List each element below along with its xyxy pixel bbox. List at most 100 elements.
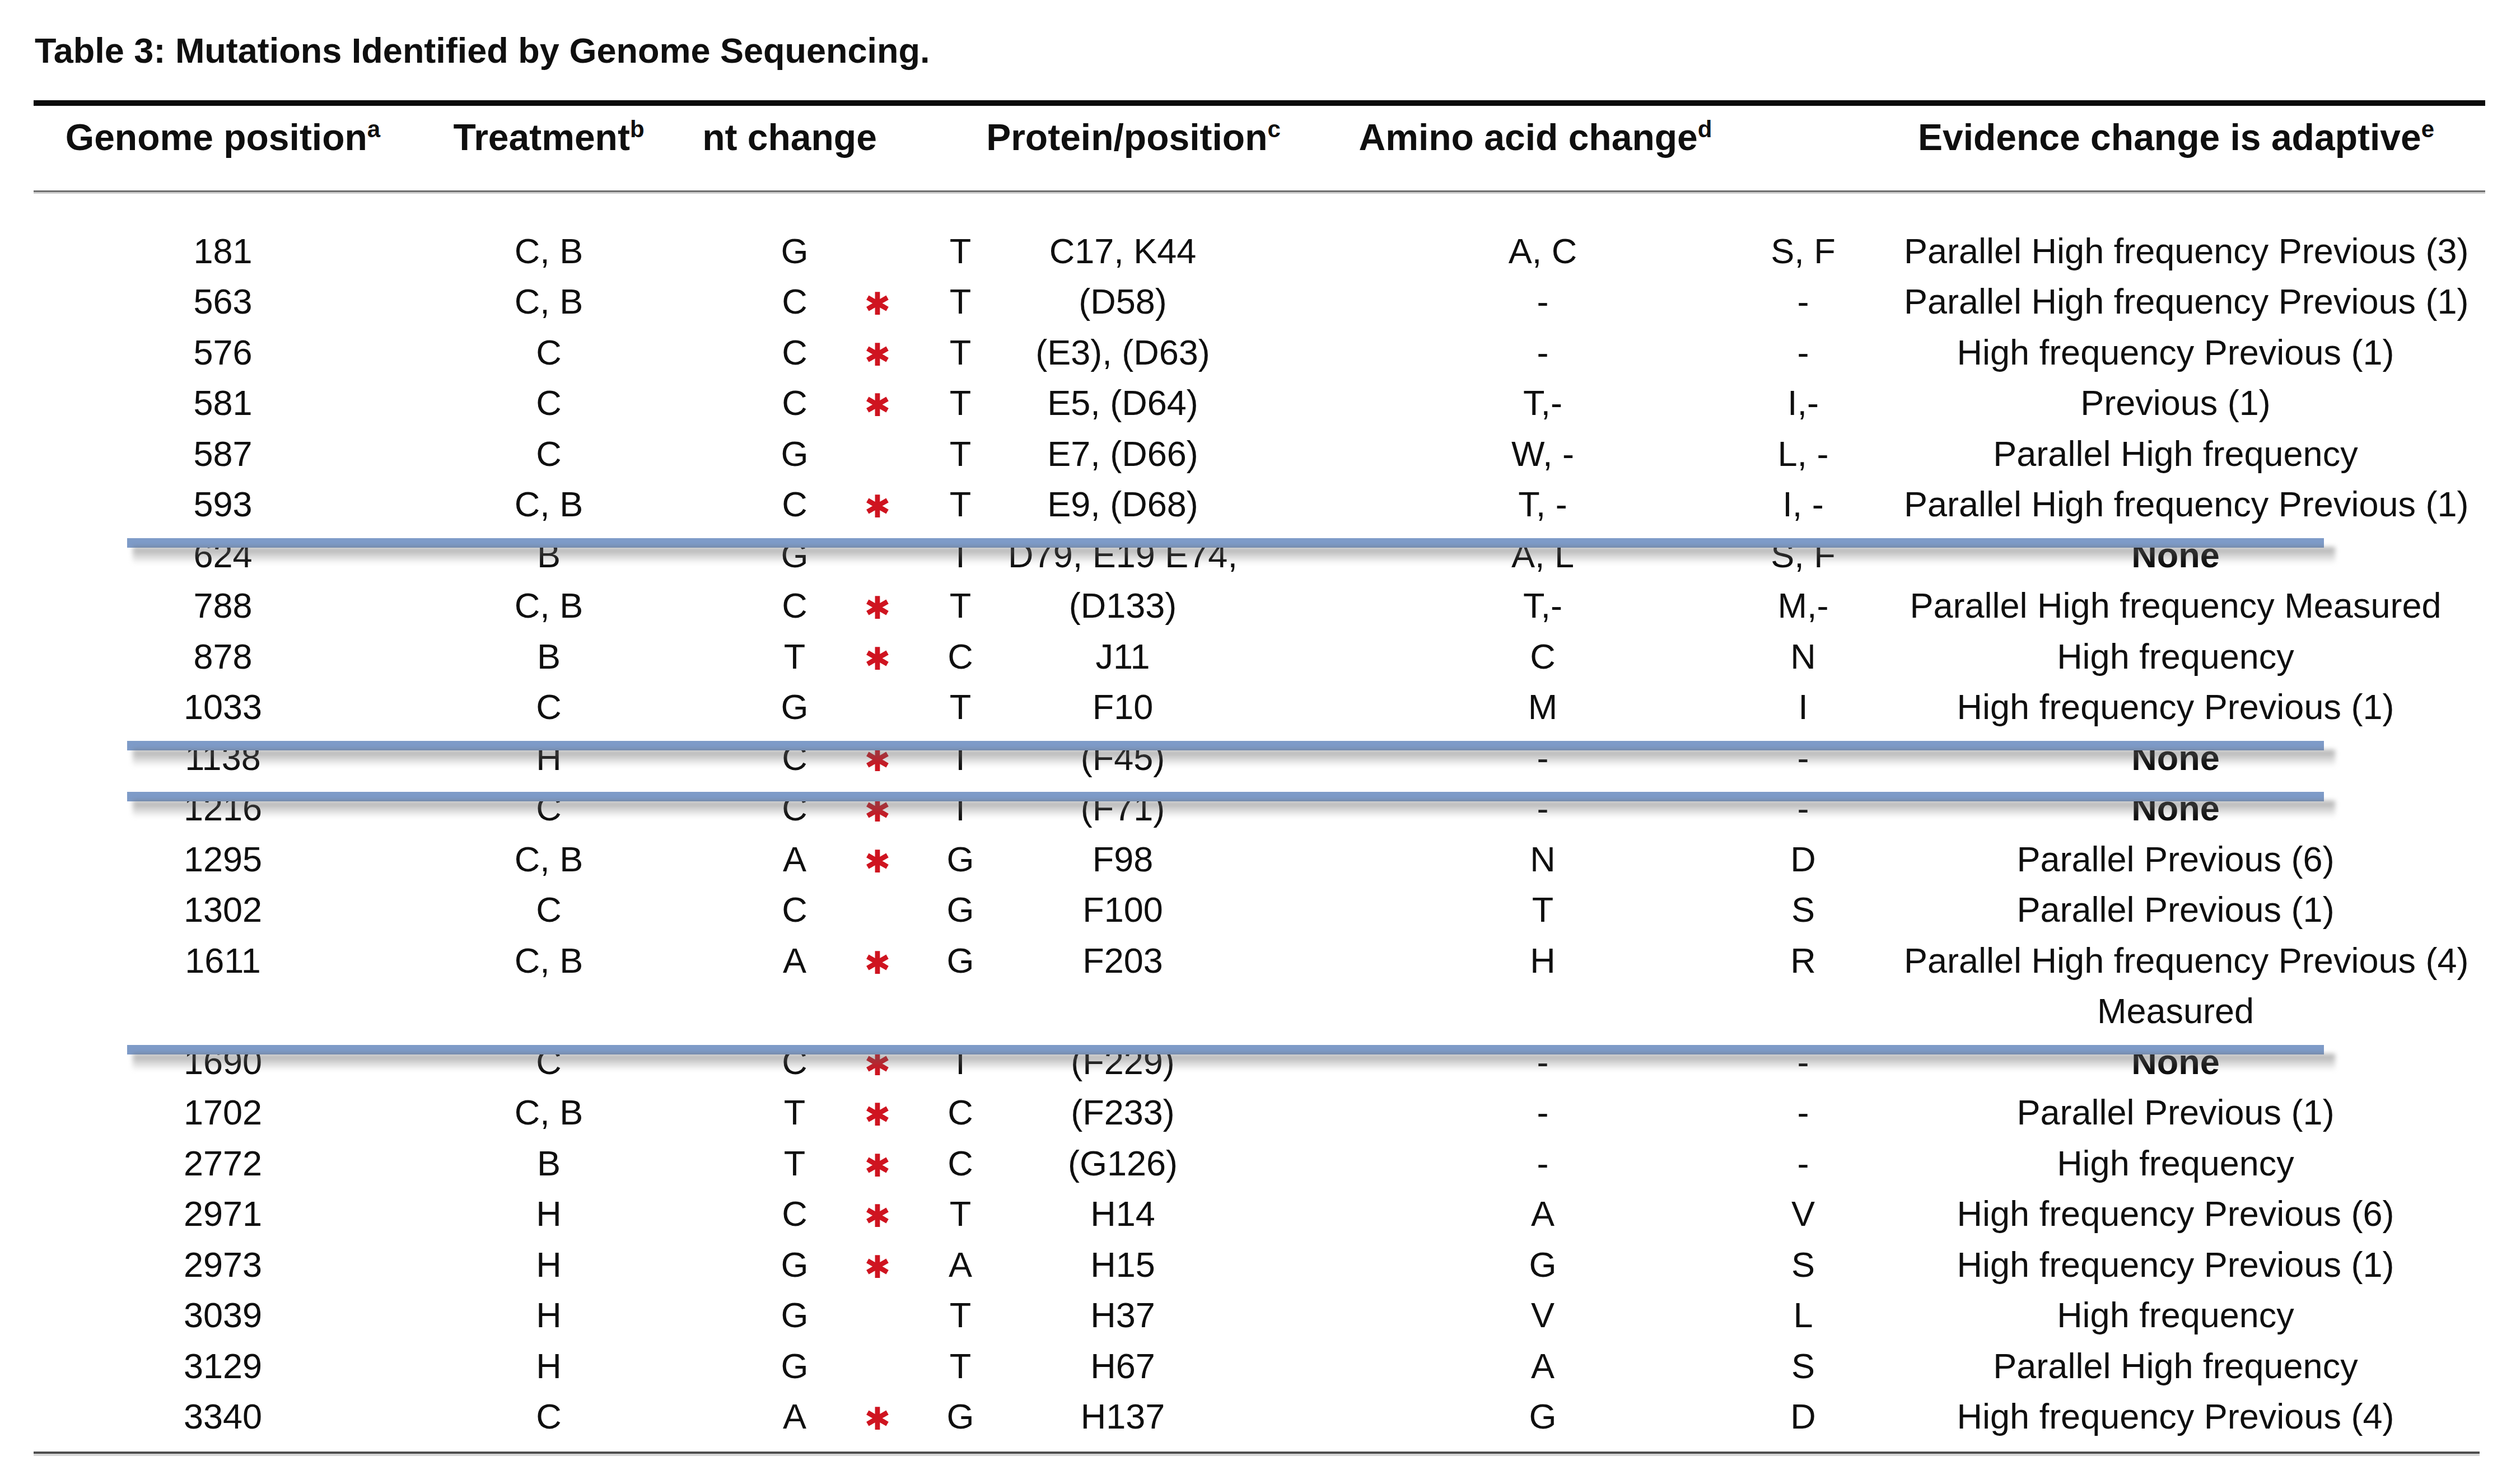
cell-amino-acid-to: -	[1702, 1095, 1904, 1130]
cell-treatment: H	[412, 1196, 685, 1231]
cell-protein-position: H137	[1002, 1399, 1244, 1434]
cell-amino-acid-from: C	[1383, 639, 1702, 674]
cell-asterisk: ✱	[836, 1399, 919, 1434]
cell-nt-from: A	[753, 943, 836, 978]
cell-treatment: C	[412, 335, 685, 370]
cell-asterisk: ✱	[836, 639, 919, 674]
cell-evidence: High frequency Previous (1)	[1904, 1247, 2447, 1282]
cell-genome-position: 2772	[34, 1146, 412, 1181]
cell-amino-acid-from: W, -	[1383, 436, 1702, 472]
cell-asterisk: ✱	[836, 385, 919, 421]
cell-treatment: C, B	[412, 284, 685, 319]
cell-amino-acid-from: A, C	[1383, 234, 1702, 269]
cell-amino-acid-from: N	[1383, 842, 1702, 877]
column-header-genome-position: Genome positiona	[66, 119, 380, 156]
cell-amino-acid-to: N	[1702, 639, 1904, 674]
cell-nt-to: T	[919, 335, 1002, 370]
cell-genome-position: 563	[34, 284, 412, 319]
cell-nt-to: A	[919, 1247, 1002, 1282]
cell-treatment: C	[412, 385, 685, 421]
cell-treatment: B	[412, 639, 685, 674]
cell-treatment: C, B	[412, 943, 685, 978]
table-row: 878BT✱CJ11CNHigh frequency	[0, 631, 2516, 682]
cell-evidence: Measured	[1904, 993, 2447, 1029]
cell-nt-to: C	[919, 639, 1002, 674]
cell-asterisk: ✱	[836, 487, 919, 522]
asterisk-icon: ✱	[865, 592, 891, 624]
cell-amino-acid-from: A	[1383, 1348, 1702, 1384]
cell-protein-position: (G126)	[1002, 1146, 1244, 1181]
cell-evidence: High frequency	[1904, 1146, 2447, 1181]
cell-amino-acid-from: -	[1383, 1146, 1702, 1181]
cell-protein-position: E7, (D66)	[1002, 436, 1244, 472]
cell-protein-position: (F233)	[1002, 1095, 1244, 1130]
cell-genome-position: 581	[34, 385, 412, 421]
asterisk-icon: ✱	[865, 1099, 891, 1131]
cell-evidence: High frequency Previous (1)	[1904, 335, 2447, 370]
cell-nt-from: A	[753, 1399, 836, 1434]
cell-genome-position: 3039	[34, 1298, 412, 1333]
cell-nt-to: T	[919, 588, 1002, 623]
cell-nt-to: T	[919, 1196, 1002, 1231]
cell-evidence: Parallel High frequency	[1904, 436, 2447, 472]
paper-table-page: { "title": "Table 3: Mutations Identifie…	[0, 0, 2516, 1484]
cell-asterisk: ✱	[836, 1247, 919, 1282]
asterisk-icon: ✱	[865, 643, 891, 675]
cell-nt-from: C	[753, 487, 836, 522]
table-row: 563C, BC✱T(D58)--Parallel High frequency…	[0, 277, 2516, 328]
cell-asterisk: ✱	[836, 588, 919, 623]
cell-nt-to: C	[919, 1146, 1002, 1181]
table-row: 1033CGTF10MIHigh frequency Previous (1)	[0, 682, 2516, 733]
cell-amino-acid-to: R	[1702, 943, 1904, 978]
table-row: 1702C, BT✱C(F233)--Parallel Previous (1)	[0, 1088, 2516, 1138]
cell-genome-position: 576	[34, 335, 412, 370]
cell-amino-acid-from: V	[1383, 1298, 1702, 1333]
cell-nt-to: T	[919, 385, 1002, 421]
table-row: Measured	[0, 986, 2516, 1037]
cell-protein-position: H67	[1002, 1348, 1244, 1384]
cell-nt-from: G	[753, 1298, 836, 1333]
cell-asterisk: ✱	[836, 1095, 919, 1130]
cell-treatment: C, B	[412, 234, 685, 269]
cell-nt-to: T	[919, 487, 1002, 522]
cell-genome-position: 2971	[34, 1196, 412, 1231]
cell-asterisk: ✱	[836, 1146, 919, 1181]
cell-genome-position: 1302	[34, 892, 412, 927]
cell-genome-position: 878	[34, 639, 412, 674]
cell-genome-position: 587	[34, 436, 412, 472]
cell-treatment: C, B	[412, 487, 685, 522]
cell-amino-acid-to: L	[1702, 1298, 1904, 1333]
cell-evidence: High frequency Previous (1)	[1904, 689, 2447, 725]
table-row: 3340CA✱GH137GDHigh frequency Previous (4…	[0, 1392, 2516, 1443]
table-row: 624BGTD79, E19 E74,A, LS, FNone	[0, 530, 2516, 581]
cell-treatment: H	[412, 1348, 685, 1384]
table-row: 1611C, BA✱GF203HRParallel High frequency…	[0, 935, 2516, 986]
asterisk-icon: ✱	[865, 846, 891, 878]
cell-amino-acid-from: -	[1383, 284, 1702, 319]
cell-treatment: H	[412, 1298, 685, 1333]
column-header-amino-acid-change: Amino acid changed	[1359, 119, 1712, 156]
cell-nt-from: T	[753, 1095, 836, 1130]
cell-amino-acid-to: D	[1702, 1399, 1904, 1434]
cell-evidence: Parallel Previous (1)	[1904, 892, 2447, 927]
cell-genome-position: 1702	[34, 1095, 412, 1130]
table-row: 1690CC✱T(F229)--None	[0, 1037, 2516, 1088]
column-header-protein-position: Protein/positionc	[986, 119, 1281, 156]
cell-protein-position: (D58)	[1002, 284, 1244, 319]
asterisk-icon: ✱	[865, 1252, 891, 1283]
cell-evidence: Parallel High frequency Previous (1)	[1904, 284, 2447, 319]
cell-protein-position: (D133)	[1002, 588, 1244, 623]
cell-amino-acid-from: -	[1383, 1095, 1702, 1130]
cell-nt-from: C	[753, 284, 836, 319]
cell-nt-to: T	[919, 234, 1002, 269]
cell-nt-from: C	[753, 588, 836, 623]
cell-amino-acid-from: T, -	[1383, 487, 1702, 522]
cell-amino-acid-to: I,-	[1702, 385, 1904, 421]
table-header-rule	[34, 190, 2485, 192]
asterisk-icon: ✱	[865, 1150, 891, 1182]
cell-evidence: High frequency	[1904, 639, 2447, 674]
cell-nt-from: G	[753, 234, 836, 269]
cell-nt-from: C	[753, 335, 836, 370]
cell-nt-from: T	[753, 1146, 836, 1181]
asterisk-icon: ✱	[865, 288, 891, 320]
